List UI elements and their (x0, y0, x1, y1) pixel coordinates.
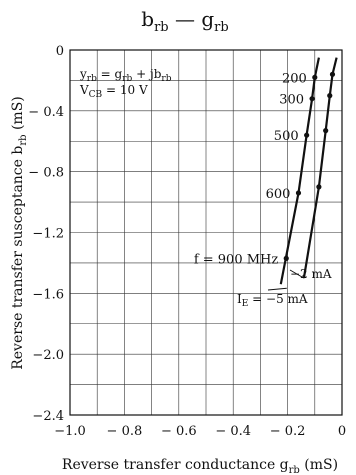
data-point (327, 93, 333, 99)
data-point (304, 132, 310, 138)
data-point (312, 74, 318, 80)
plot-frame (69, 49, 343, 416)
frequency-label: f = 900 MHz (194, 252, 279, 267)
x-tick-label: − 0.4 (215, 424, 251, 439)
leader-line (289, 269, 305, 279)
leader-line (267, 287, 287, 291)
series-line-1 (302, 57, 338, 279)
data-point (316, 184, 322, 190)
data-point (323, 128, 329, 134)
x-tick-label: −1.0 (54, 424, 86, 439)
data-point (329, 71, 336, 77)
x-axis-label: Reverse transfer conductance grb (mS) (62, 457, 338, 475)
frequency-labels: 200 300 500 600 f = 900 MHz (194, 71, 307, 267)
x-tick-labels: −1.0 − 0.8 − 0.6 − 0.4 − 0.2 0 (54, 424, 346, 439)
frequency-label: 500 (274, 129, 299, 144)
y-tick-label: − 0.8 (28, 166, 64, 181)
frequency-label: 300 (279, 93, 304, 108)
y-axis-label: Reverse transfer susceptance brb (mS) (10, 96, 29, 370)
y-tick-labels: 0 − 0.4 − 0.8 −1.2 −1.6 −2.0 −2.4 (28, 44, 64, 424)
chart-title: brb — grb (141, 7, 228, 35)
x-tick-label: 0 (338, 424, 346, 439)
x-tick-label: − 0.6 (161, 424, 197, 439)
formula-annotation: yrb = grb + jbrb (79, 67, 172, 84)
series-label-ie-2ma: −2 mA (290, 267, 332, 281)
data-point (283, 255, 289, 261)
series-layer (267, 57, 338, 291)
data-point (309, 96, 315, 102)
y-tick-label: 0 (56, 44, 64, 59)
data-point (295, 190, 302, 196)
frequency-label: 200 (282, 71, 307, 86)
x-tick-label: − 0.2 (270, 424, 306, 439)
y-tick-label: −1.2 (32, 227, 64, 242)
y-tick-label: −2.4 (32, 409, 64, 424)
frequency-label: 600 (266, 187, 291, 202)
x-tick-label: − 0.8 (107, 424, 143, 439)
y-tick-label: −1.6 (32, 287, 64, 302)
series-line-0 (279, 57, 320, 285)
y-tick-label: −2.0 (32, 348, 64, 363)
series-label-ie-5ma: IE = −5 mA (237, 292, 308, 309)
y-tick-label: − 0.4 (28, 105, 64, 120)
vcb-annotation: VCB = 10 V (79, 83, 148, 100)
